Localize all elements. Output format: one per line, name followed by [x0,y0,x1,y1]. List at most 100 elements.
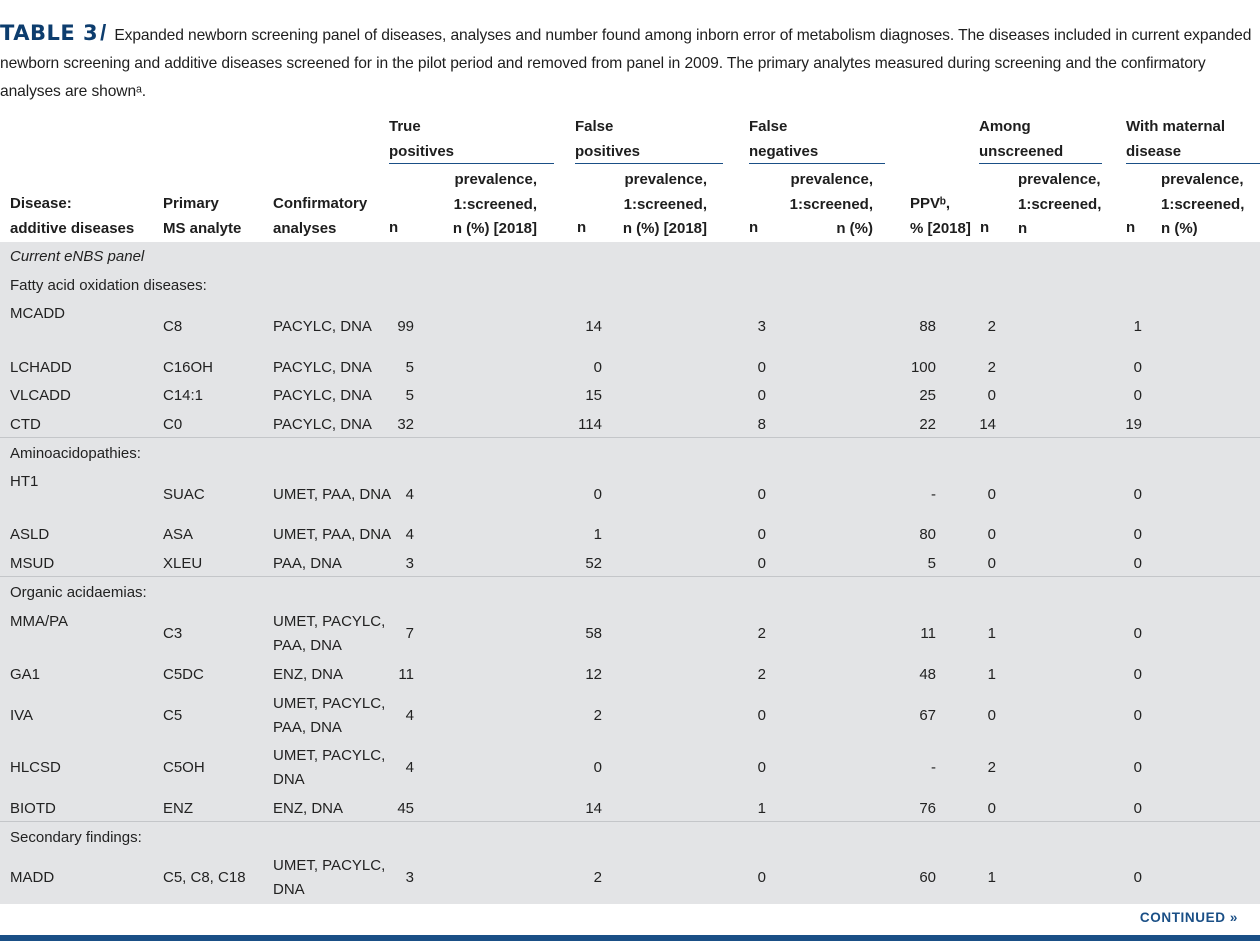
cell-fp: 2 [593,869,602,886]
cell-fn: 0 [757,387,766,404]
section-divider [0,437,1260,438]
cell-disease: LCHADD [10,359,72,376]
cell-tp: 7 [405,625,414,642]
cell-analyte: C5DC [163,666,204,683]
cell-fn: 0 [757,869,766,886]
cell-ppv: - [931,486,936,503]
col-header-fn-prevalence: prevalence, 1:screened, n (%) [789,171,873,237]
cell-analyte: C14:1 [163,387,204,404]
cell-ppv: 22 [919,416,936,433]
rule-maternal-disease [1126,163,1260,164]
cell-ppv: 5 [927,555,936,572]
cell-fn: 0 [757,359,766,376]
cell-tp: 5 [405,359,414,376]
section-secondary-findings: Secondary findings: [10,829,142,846]
cell-tp: 4 [405,759,414,776]
cell-fn: 0 [757,486,766,503]
cell-confirmatory: UMET, PAA, DNA [273,486,392,503]
col-header-fn-n: n [749,219,759,236]
cell-md: 1 [1133,318,1142,335]
cell-fn: 0 [757,707,766,724]
cell-md: 0 [1133,666,1142,683]
continued-link[interactable]: CONTINUED » [1139,910,1238,925]
cell-confirmatory: UMET, PACYLC, [273,695,386,712]
rule-false-negatives [749,163,885,164]
caption-text: Expanded newborn screening panel of dise… [0,27,1252,100]
cell-disease: VLCADD [10,387,71,404]
cell-confirmatory: ENZ, DNA [273,666,344,683]
cell-tp: 5 [405,387,414,404]
table-body-band [0,242,1260,904]
cell-ppv: 80 [919,526,936,543]
cell-confirmatory: UMET, PACYLC, [273,613,386,630]
cell-analyte: SUAC [163,486,205,503]
cell-fp: 0 [593,759,602,776]
rule-false-positives [575,163,723,164]
cell-fp: 0 [593,486,602,503]
col-header-un-n: n [980,219,990,236]
cell-fp: 114 [578,416,602,433]
col-header-ppv: PPVᵇ,% [2018] [910,195,971,237]
cell-fn: 0 [757,555,766,572]
cell-ppv: 88 [919,318,936,335]
cell-un: 0 [987,486,996,503]
cell-fn: 1 [757,800,766,817]
table-caption: TABLE 3/ Expanded newborn screening pane… [0,19,1256,106]
col-header-disease: Disease: additive diseases [10,195,135,237]
cell-md: 0 [1133,869,1142,886]
cell-disease: MCADD [10,305,65,322]
cell-confirmatory: PACYLC, DNA [273,359,372,376]
col-header-tp-n: n [389,219,399,236]
cell-fp: 52 [585,555,602,572]
col-header-md-prevalence: prevalence, 1:screened, n (%) [1161,171,1245,237]
cell-confirmatory: UMET, PACYLC, [273,857,386,874]
cell-tp: 4 [405,526,414,543]
section-aminoacidopathies: Aminoacidopathies: [10,445,141,462]
cell-confirmatory: UMET, PACYLC, [273,747,386,764]
rule-among-unscreened [979,163,1102,164]
section-divider [0,821,1260,822]
cell-fp: 2 [593,707,602,724]
col-header-analyte: Primary MS analyte [163,195,242,237]
cell-fp: 15 [585,387,602,404]
cell-disease: IVA [10,707,34,724]
cell-md: 0 [1133,359,1142,376]
cell-tp: 11 [398,666,414,683]
cell-un: 0 [987,526,996,543]
cell-fp: 1 [593,526,602,543]
cell-ppv: - [931,759,936,776]
cell-fn: 0 [757,526,766,543]
cell-disease: ASLD [10,526,50,543]
cell-ppv: 25 [919,387,936,404]
cell-un: 1 [987,869,996,886]
table-label: TABLE 3 [0,21,99,45]
cell-fn: 0 [757,759,766,776]
cell-un: 1 [987,666,996,683]
cell-md: 0 [1133,486,1142,503]
cell-md: 19 [1125,416,1142,433]
cell-md: 0 [1133,526,1142,543]
cell-fn: 2 [757,625,766,642]
cell-analyte: C5OH [163,759,205,776]
header-false-negatives: False negatives [749,118,819,160]
cell-analyte: ENZ [163,800,193,817]
cell-analyte: C0 [163,416,183,433]
cell-fp: 14 [585,800,602,817]
cell-confirmatory: PACYLC, DNA [273,416,372,433]
cell-ppv: 100 [910,359,936,376]
cell-analyte: C16OH [163,359,214,376]
cell-ppv: 67 [919,707,936,724]
cell-confirmatory: DNA [273,881,305,898]
cell-analyte: C3 [163,625,183,642]
cell-md: 0 [1133,625,1142,642]
cell-tp: 3 [405,555,414,572]
cell-tp: 4 [405,486,414,503]
cell-ppv: 60 [919,869,936,886]
cell-tp: 32 [397,416,414,433]
cell-tp: 45 [397,800,414,817]
cell-fn: 2 [757,666,766,683]
rule-true-positives [389,163,554,164]
cell-disease: MMA/PA [10,613,69,630]
header-among-unscreened: Among unscreened [979,118,1064,160]
col-header-fp-prevalence: prevalence, 1:screened, n (%) [2018] [622,171,707,237]
